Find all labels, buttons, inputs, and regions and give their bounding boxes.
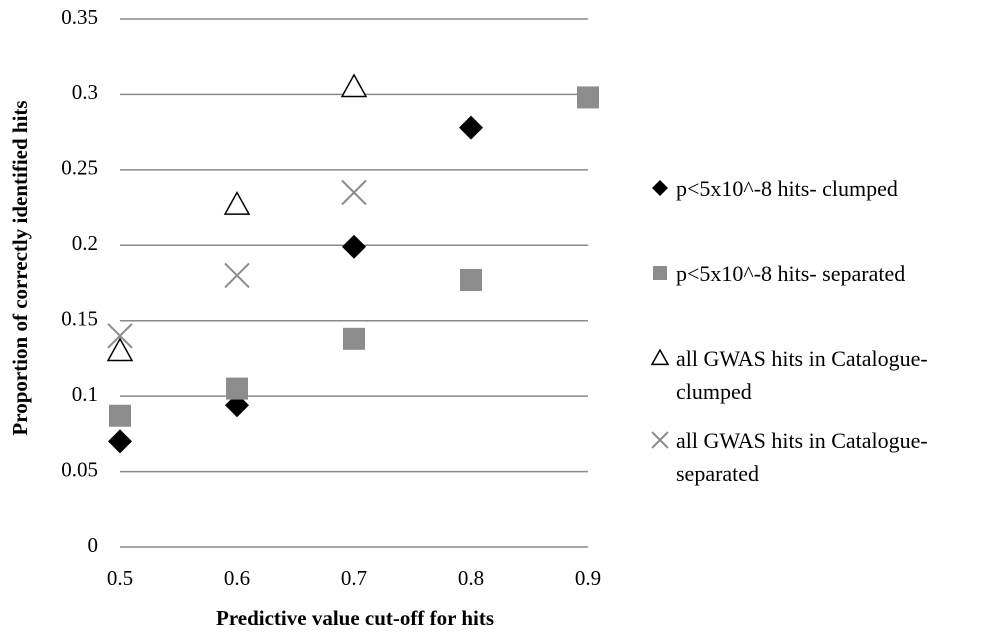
marker-square: [226, 377, 248, 400]
y-tick-label: 0.3: [72, 80, 98, 104]
marker-square: [460, 268, 482, 291]
x-tick-label: 0.6: [224, 566, 250, 590]
legend-marker: [653, 266, 667, 280]
x-tick-label: 0.5: [107, 566, 133, 590]
marker-square: [577, 86, 599, 109]
x-tick-label: 0.9: [575, 566, 601, 590]
legend-marker: [651, 431, 669, 449]
y-tick-label: 0.25: [61, 156, 98, 180]
y-tick-label: 0.05: [61, 457, 98, 481]
marker-square: [343, 327, 365, 350]
legend-marker: [650, 348, 670, 366]
marker-diamond: [459, 115, 483, 140]
x-axis-title: Predictive value cut-off for hits: [216, 606, 494, 630]
y-tick-label: 0.15: [61, 307, 98, 331]
marker-x: [341, 179, 367, 206]
x-tick-label: 0.7: [341, 566, 367, 590]
marker-triangle: [106, 337, 134, 362]
marker-x: [224, 262, 250, 289]
y-axis-title: Proportion of correctly identified hits: [8, 100, 32, 435]
marker-diamond: [342, 234, 366, 259]
legend-label: p<5x10^-8 hits- separated: [676, 261, 906, 286]
marker-square: [109, 404, 131, 427]
y-tick-label: 0.35: [61, 5, 98, 29]
y-tick-label: 0: [88, 533, 99, 557]
legend-label: p<5x10^-8 hits- clumped: [676, 176, 898, 201]
marker-triangle: [340, 73, 368, 98]
legend-label: all GWAS hits in Catalogue- clumped: [676, 346, 928, 404]
legend-marker: [652, 180, 668, 196]
legend-label: all GWAS hits in Catalogue- separated: [676, 428, 928, 486]
marker-diamond: [108, 429, 132, 454]
x-tick-label: 0.8: [458, 566, 484, 590]
marker-triangle: [223, 191, 251, 215]
marker-x: [107, 323, 133, 349]
y-tick-label: 0.1: [72, 382, 98, 406]
y-tick-label: 0.2: [72, 231, 98, 255]
